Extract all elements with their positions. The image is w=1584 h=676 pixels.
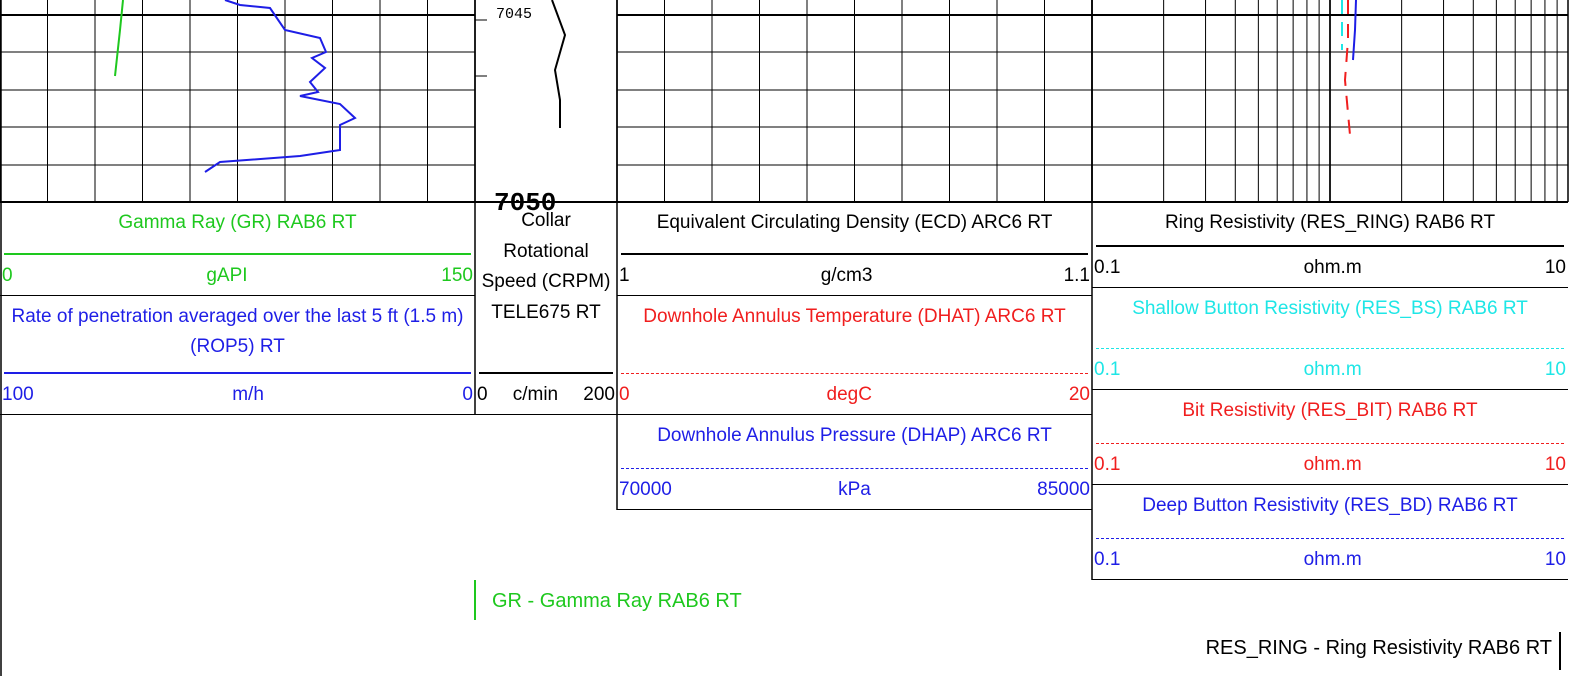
- scale-max: 150: [441, 265, 473, 286]
- curve-title: Gamma Ray (GR) RAB6 RT: [118, 212, 357, 233]
- scale-max: 10: [1544, 454, 1566, 475]
- legend-entry: RES_RING - Ring Resistivity RAB6 RT: [1205, 637, 1552, 659]
- scale-unit: degC: [826, 384, 872, 405]
- scale-row: 0.1 ohm.m 10: [1094, 547, 1566, 573]
- scale-min: 0: [2, 265, 13, 286]
- curve-header: Bit Resistivity (RES_BIT) RAB6 RT 0.1 ohm.…: [1092, 390, 1568, 485]
- scale-unit: gAPI: [206, 265, 248, 286]
- curve-title: Equivalent Circulating Density (ECD) ARC…: [656, 212, 1053, 233]
- scale-max: 200: [583, 384, 615, 405]
- curve-title: Ring Resistivity (RES_RING) RAB6 RT: [1164, 212, 1496, 233]
- scale-unit: ohm.m: [1303, 454, 1362, 475]
- scale-unit: ohm.m: [1303, 549, 1362, 570]
- depth-label: 7050: [494, 188, 556, 218]
- scale-row: 0.1 ohm.m 10: [1094, 357, 1566, 383]
- scale-min: 0.1: [1094, 257, 1121, 278]
- curve-line: [621, 253, 1088, 255]
- res-bit-curve: [1343, 0, 1351, 136]
- curve-title: Shallow Button Resistivity (RES_BS) RAB6…: [1132, 298, 1528, 319]
- curve-line: [621, 373, 1088, 374]
- scale-min: 0.1: [1094, 549, 1121, 570]
- curve-header: Collar Rotational Speed (CRPM) TELE675 R…: [475, 202, 617, 415]
- scale-unit: ohm.m: [1303, 257, 1362, 278]
- scale-max: 85000: [1037, 479, 1090, 500]
- scale-row: 0 c/min 200: [477, 382, 615, 408]
- scale-row: 1 g/cm3 1.1: [619, 263, 1090, 289]
- scale-unit: m/h: [232, 384, 264, 405]
- curve-header: Rate of penetration averaged over the la…: [0, 296, 475, 415]
- scale-max: 10: [1544, 549, 1566, 570]
- curve-title: Bit Resistivity (RES_BIT) RAB6 RT: [1182, 400, 1478, 421]
- curve-title: Rate of penetration averaged over the la…: [11, 306, 464, 357]
- curve-header: Shallow Button Resistivity (RES_BS) RAB6…: [1092, 288, 1568, 390]
- scale-unit: kPa: [838, 479, 871, 500]
- curve-header: Ring Resistivity (RES_RING) RAB6 RT 0.1 oh…: [1092, 202, 1568, 288]
- scale-min: 0.1: [1094, 454, 1121, 475]
- curve-line: [4, 372, 471, 374]
- scale-row: 0 gAPI 150: [2, 263, 473, 289]
- scale-row: 70000 kPa 85000: [619, 477, 1090, 503]
- crpm-curve: [551, 0, 567, 128]
- scale-max: 1.1: [1063, 265, 1090, 286]
- curve-line: [1096, 538, 1564, 539]
- depth-label: 7045: [496, 6, 532, 23]
- scale-min: 70000: [619, 479, 672, 500]
- rop-curve: [204, 0, 357, 173]
- scale-row: 0.1 ohm.m 10: [1094, 452, 1566, 478]
- scale-unit: c/min: [512, 384, 559, 405]
- scale-max: 0: [462, 384, 473, 405]
- curve-header: Downhole Annulus Pressure (DHAP) ARC6 RT…: [617, 415, 1092, 510]
- scale-row: 0.1 ohm.m 10: [1094, 255, 1566, 281]
- curve-header: Equivalent Circulating Density (ECD) ARC…: [617, 202, 1092, 296]
- scale-min: 0: [477, 384, 488, 405]
- scale-min: 1: [619, 265, 630, 286]
- scale-min: 0: [619, 384, 630, 405]
- curve-header: Downhole Annulus Temperature (DHAT) ARC6…: [617, 296, 1092, 415]
- curve-line: [621, 468, 1088, 469]
- curve-line: [1096, 348, 1564, 349]
- scale-row: 100 m/h 0: [2, 382, 473, 408]
- curve-title: Downhole Annulus Pressure (DHAP) ARC6 RT: [657, 425, 1052, 446]
- curve-line: [1096, 443, 1564, 444]
- curve-line: [4, 253, 471, 255]
- curve-title: Collar Rotational Speed (CRPM) TELE675 R…: [481, 210, 611, 323]
- scale-max: 10: [1544, 359, 1566, 380]
- legend-entry: GR - Gamma Ray RAB6 RT: [492, 590, 742, 612]
- curve-header: Deep Button Resistivity (RES_BD) RAB6 RT…: [1092, 485, 1568, 580]
- scale-unit: ohm.m: [1303, 359, 1362, 380]
- scale-min: 0.1: [1094, 359, 1121, 380]
- curve-header: Gamma Ray (GR) RAB6 RT 0 gAPI 150: [0, 202, 475, 296]
- scale-unit: g/cm3: [820, 265, 873, 286]
- curve-line: [479, 372, 613, 374]
- scale-max: 20: [1068, 384, 1090, 405]
- gr-curve: [114, 0, 124, 77]
- res-bd-curve: [1352, 0, 1357, 61]
- curve-title: Downhole Annulus Temperature (DHAT) ARC6…: [643, 306, 1066, 327]
- scale-max: 10: [1544, 257, 1566, 278]
- scale-row: 0 degC 20: [619, 382, 1090, 408]
- scale-min: 100: [2, 384, 34, 405]
- curve-line: [1096, 245, 1564, 247]
- curve-title: Deep Button Resistivity (RES_BD) RAB6 RT: [1142, 495, 1518, 516]
